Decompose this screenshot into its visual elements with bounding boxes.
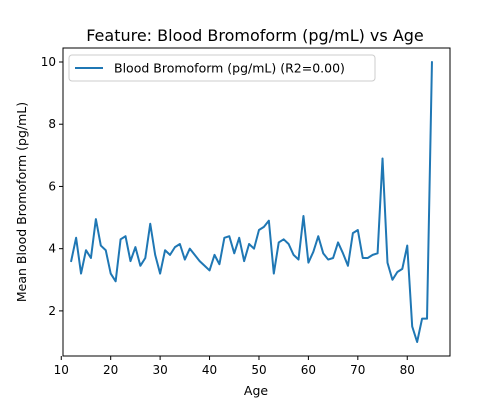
x-tick-label: 60 [301,363,316,377]
x-tick-label: 10 [54,363,69,377]
y-tick-label: 2 [48,304,56,318]
x-tick-label: 30 [152,363,167,377]
y-axis: 2 4 6 8 10 [41,55,63,318]
series-line [70,61,433,343]
y-axis-label: Mean Blood Bromoform (pg/mL) [14,102,29,302]
x-tick-label: 70 [350,363,365,377]
y-tick-label: 10 [41,55,56,69]
x-tick-label: 20 [103,363,118,377]
x-axis-label: Age [244,383,268,398]
y-tick-label: 4 [48,242,56,256]
y-tick-label: 8 [48,117,56,131]
legend-entry: Blood Bromoform (pg/mL) (R2=0.00) [114,61,345,76]
legend: Blood Bromoform (pg/mL) (R2=0.00) [68,54,376,82]
chart-title: Feature: Blood Bromoform (pg/mL) vs Age [86,26,424,45]
plot-area [62,47,451,357]
x-tick-label: 50 [251,363,266,377]
legend-box [68,54,376,82]
x-tick-label: 40 [202,363,217,377]
y-tick-label: 6 [48,179,56,193]
x-tick-label: 80 [400,363,415,377]
plot-frame [62,47,451,357]
series-layer [70,61,433,343]
x-axis: 10 20 30 40 50 60 70 80 [54,356,415,377]
